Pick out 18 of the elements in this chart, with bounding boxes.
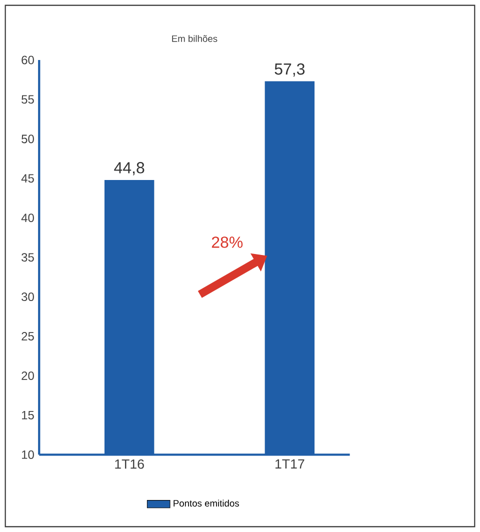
- data-label: 57,3: [274, 63, 305, 77]
- y-tick-label: 45: [21, 174, 34, 183]
- x-tick-label: 1T16: [115, 459, 144, 469]
- x-tick-label: 1T17: [276, 459, 304, 469]
- y-tick-label: 60: [22, 56, 34, 64]
- legend-label: Pontos emitidos: [174, 500, 239, 507]
- data-label: 44,8: [114, 162, 144, 176]
- y-tick-label: 15: [22, 411, 34, 420]
- y-tick-label: 35: [22, 253, 34, 262]
- y-tick-label: 20: [22, 371, 34, 380]
- y-tick-label: 40: [21, 214, 34, 222]
- y-tick-label: 55: [22, 95, 34, 104]
- y-tick-label: 30: [22, 292, 34, 302]
- y-tick-label: 50: [22, 134, 34, 144]
- y-tick-label: 10: [22, 450, 34, 459]
- chart-title: Em bilhões: [172, 35, 218, 42]
- annotation: 28%: [212, 236, 243, 248]
- y-tick-label: 25: [22, 332, 34, 341]
